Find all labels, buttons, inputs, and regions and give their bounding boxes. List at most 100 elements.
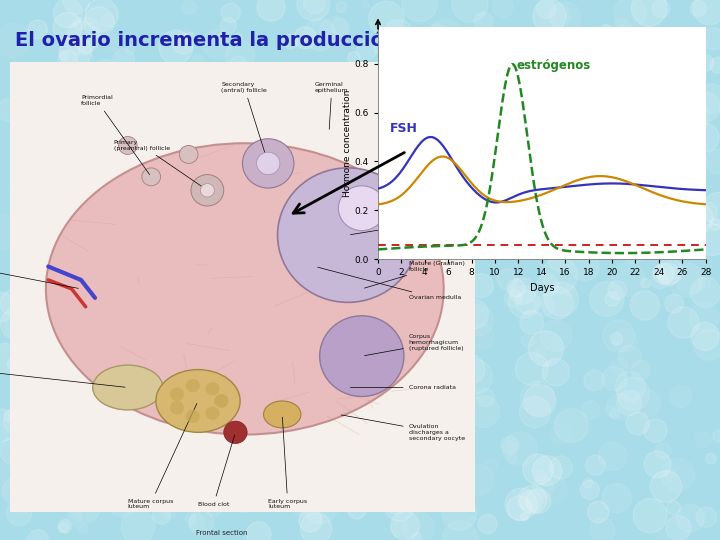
- Circle shape: [143, 305, 156, 318]
- Circle shape: [318, 435, 331, 449]
- Circle shape: [189, 360, 221, 392]
- Circle shape: [413, 37, 449, 73]
- Circle shape: [428, 18, 464, 54]
- Circle shape: [189, 343, 221, 375]
- Circle shape: [497, 183, 526, 211]
- Circle shape: [357, 267, 374, 285]
- Circle shape: [207, 314, 220, 326]
- Circle shape: [277, 198, 312, 232]
- Circle shape: [501, 436, 519, 455]
- Circle shape: [271, 160, 300, 188]
- Circle shape: [413, 135, 429, 151]
- Circle shape: [613, 328, 637, 353]
- Circle shape: [24, 435, 39, 449]
- Circle shape: [521, 208, 548, 234]
- Circle shape: [436, 416, 466, 446]
- Circle shape: [22, 334, 31, 343]
- Circle shape: [71, 38, 85, 52]
- Circle shape: [268, 342, 291, 365]
- Circle shape: [608, 191, 626, 208]
- Circle shape: [655, 443, 671, 458]
- Circle shape: [606, 394, 633, 420]
- Circle shape: [180, 432, 192, 443]
- Circle shape: [516, 352, 548, 385]
- Circle shape: [572, 38, 602, 68]
- Circle shape: [184, 32, 195, 44]
- Circle shape: [219, 208, 247, 237]
- Circle shape: [325, 227, 336, 239]
- Circle shape: [523, 454, 553, 485]
- Circle shape: [690, 123, 719, 152]
- Circle shape: [513, 44, 547, 78]
- Circle shape: [178, 28, 191, 41]
- Circle shape: [330, 284, 356, 310]
- Circle shape: [631, 0, 667, 26]
- Circle shape: [132, 327, 151, 346]
- Text: estrógenos: estrógenos: [516, 58, 590, 72]
- Circle shape: [713, 430, 720, 442]
- Circle shape: [421, 77, 429, 85]
- Circle shape: [668, 262, 703, 297]
- Circle shape: [173, 411, 181, 420]
- Circle shape: [5, 309, 40, 343]
- Circle shape: [610, 409, 619, 419]
- Text: El ovario incrementa la producción de estrógenos: El ovario incrementa la producción de es…: [15, 30, 562, 50]
- Circle shape: [243, 307, 253, 318]
- Circle shape: [74, 253, 102, 280]
- Text: Primary
(preantral) follicle: Primary (preantral) follicle: [114, 140, 205, 188]
- Circle shape: [377, 215, 386, 224]
- Circle shape: [19, 448, 32, 462]
- Circle shape: [438, 311, 472, 345]
- Circle shape: [139, 151, 173, 185]
- Circle shape: [697, 202, 717, 222]
- Circle shape: [651, 272, 668, 289]
- Circle shape: [518, 485, 547, 514]
- Circle shape: [497, 269, 518, 289]
- Circle shape: [527, 69, 559, 101]
- Circle shape: [189, 222, 219, 252]
- Circle shape: [66, 260, 89, 282]
- Circle shape: [181, 454, 202, 475]
- Circle shape: [534, 347, 546, 359]
- Circle shape: [698, 55, 714, 71]
- Circle shape: [348, 501, 366, 519]
- Circle shape: [415, 184, 426, 194]
- Circle shape: [255, 240, 273, 258]
- Circle shape: [598, 442, 627, 470]
- Circle shape: [549, 249, 570, 271]
- Circle shape: [270, 426, 286, 441]
- Circle shape: [647, 154, 662, 170]
- Circle shape: [76, 253, 104, 282]
- Circle shape: [696, 224, 720, 255]
- Circle shape: [62, 91, 84, 113]
- Circle shape: [429, 100, 444, 114]
- Circle shape: [655, 528, 668, 540]
- Circle shape: [28, 530, 48, 540]
- Circle shape: [278, 168, 418, 302]
- Circle shape: [444, 72, 452, 80]
- Circle shape: [469, 274, 493, 298]
- Circle shape: [0, 463, 17, 496]
- Circle shape: [121, 510, 155, 540]
- Circle shape: [690, 92, 720, 122]
- Circle shape: [229, 199, 256, 226]
- Circle shape: [590, 96, 608, 115]
- Circle shape: [333, 258, 367, 292]
- Circle shape: [170, 387, 184, 401]
- Circle shape: [372, 446, 384, 458]
- Circle shape: [192, 55, 204, 68]
- Circle shape: [595, 172, 626, 203]
- Circle shape: [611, 262, 645, 296]
- Circle shape: [583, 27, 608, 51]
- Circle shape: [606, 292, 620, 306]
- Circle shape: [356, 40, 377, 60]
- Circle shape: [428, 24, 446, 42]
- Circle shape: [217, 213, 225, 221]
- Circle shape: [297, 265, 333, 301]
- Circle shape: [92, 288, 112, 307]
- Circle shape: [0, 343, 21, 374]
- Circle shape: [472, 140, 501, 170]
- Text: Blood vessels in
hilus of ovary: Blood vessels in hilus of ovary: [0, 261, 78, 288]
- Circle shape: [690, 278, 720, 307]
- Circle shape: [123, 430, 153, 461]
